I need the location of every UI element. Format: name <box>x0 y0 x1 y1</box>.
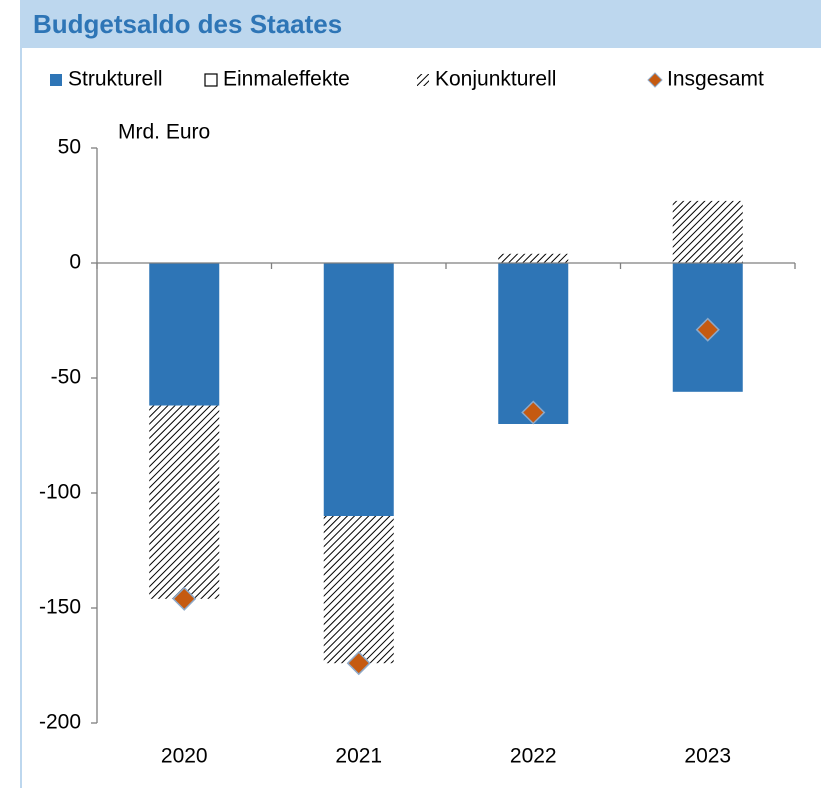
y-tick-label: -200 <box>39 711 81 734</box>
legend-label: Insgesamt <box>667 68 764 91</box>
y-tick-label: 50 <box>58 136 81 159</box>
legend-marker <box>204 73 218 87</box>
legend-label: Strukturell <box>68 68 163 91</box>
x-tick-label: 2022 <box>510 745 557 768</box>
bar <box>149 405 220 599</box>
total-marker <box>346 651 371 676</box>
legend-label: Einmaleffekte <box>223 68 350 91</box>
x-tick-label: 2020 <box>161 745 208 768</box>
legend-label: Konjunkturell <box>435 68 556 91</box>
total-marker <box>172 586 197 611</box>
y-tick-label: -150 <box>39 596 81 619</box>
chart-title: Budgetsaldo des Staates <box>33 9 342 39</box>
total-marker <box>695 317 720 342</box>
bar <box>498 253 569 263</box>
total-marker <box>521 400 546 425</box>
y-tick-label: -50 <box>51 366 81 389</box>
legend-marker <box>50 74 62 86</box>
x-tick-label: 2021 <box>335 745 382 768</box>
title-bar <box>20 0 821 48</box>
y-tick-label: -100 <box>39 481 81 504</box>
bar <box>323 516 394 664</box>
bar <box>323 263 394 516</box>
x-tick-label: 2023 <box>684 745 731 768</box>
legend-marker <box>647 72 663 88</box>
bar <box>672 200 743 263</box>
bar <box>498 263 569 424</box>
bar <box>149 263 220 406</box>
y-tick-label: 0 <box>69 251 81 274</box>
legend-marker <box>417 74 429 86</box>
y-axis-label: Mrd. Euro <box>118 121 210 144</box>
